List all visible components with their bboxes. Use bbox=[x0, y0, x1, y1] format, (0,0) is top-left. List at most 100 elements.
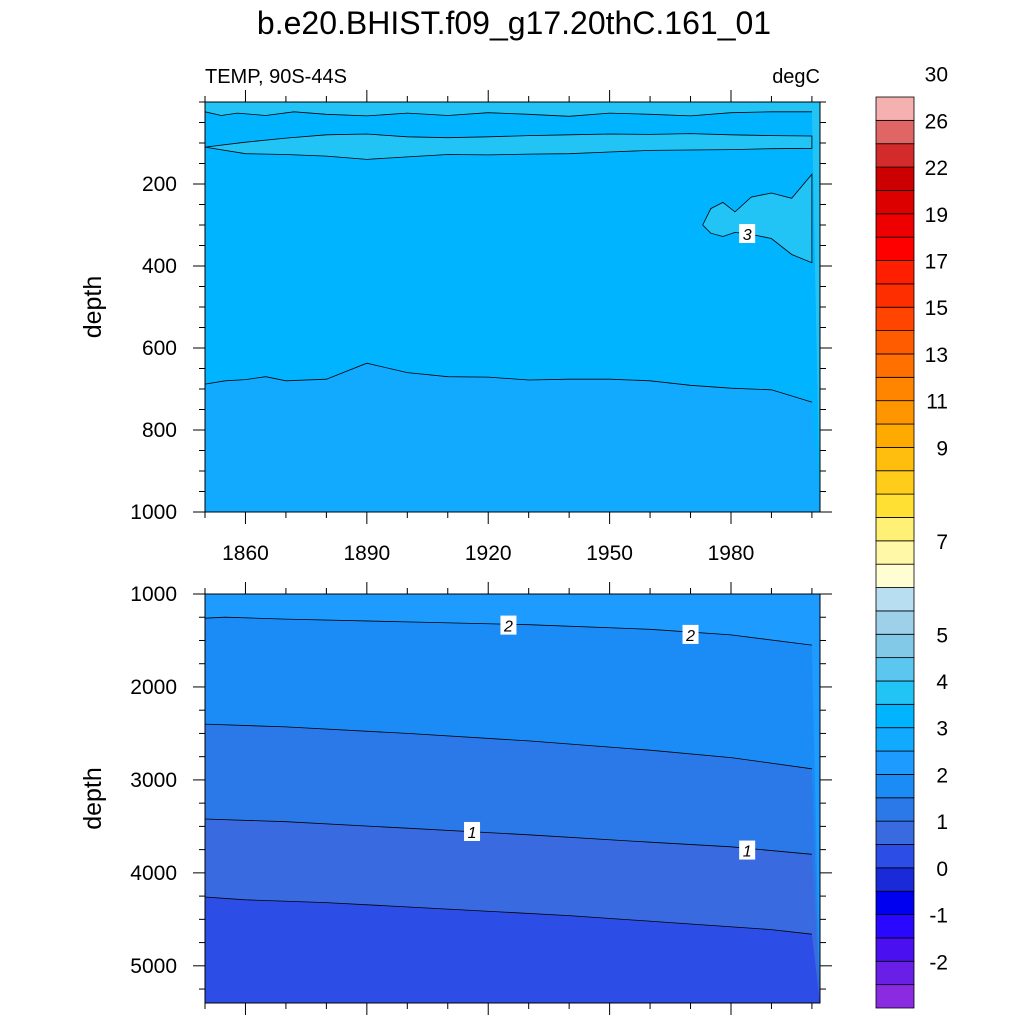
x-tick-label: 1860 bbox=[222, 542, 269, 565]
x-tick-label: 1980 bbox=[708, 542, 755, 565]
contour-label-box bbox=[739, 840, 756, 860]
colorbar-swatch bbox=[875, 960, 915, 986]
contour-label: 1 bbox=[743, 844, 752, 861]
colorbar-tick-label: 2 bbox=[936, 764, 948, 787]
colorbar-tick-label: 17 bbox=[925, 251, 948, 274]
y-tick-label: 1000 bbox=[130, 583, 177, 606]
colorbar-swatch bbox=[875, 937, 915, 962]
colorbar-tick-label: 11 bbox=[926, 391, 948, 414]
colorbar-swatch bbox=[875, 423, 915, 448]
colorbar-tick-label: 5 bbox=[936, 624, 948, 647]
colorbar-swatch bbox=[875, 867, 915, 892]
colorbar-tick-label: 0 bbox=[936, 858, 948, 881]
variable-label: TEMP, 90S-44S bbox=[205, 66, 347, 88]
x-tick-label: 1920 bbox=[465, 542, 512, 565]
colorbar-tick-label: 22 bbox=[925, 157, 948, 180]
colorbar-swatch bbox=[875, 470, 915, 495]
colorbar-swatch bbox=[875, 400, 915, 425]
y-tick-label: 800 bbox=[142, 419, 177, 442]
contour-line bbox=[204, 362, 813, 403]
colorbar-tick-label: 15 bbox=[925, 297, 948, 320]
colorbar-swatch bbox=[875, 119, 915, 145]
colorbar-tick-label: 1 bbox=[936, 811, 948, 834]
y-tick-label: 4000 bbox=[130, 862, 177, 885]
contour-line bbox=[204, 723, 812, 770]
colorbar-tick-label: 26 bbox=[925, 110, 948, 133]
upper-ylabel: depth bbox=[79, 276, 107, 339]
colorbar-swatch bbox=[875, 493, 915, 518]
colorbar-swatch bbox=[875, 306, 915, 331]
colorbar-tick-label: 30 bbox=[925, 64, 948, 87]
colorbar-tick-label: 4 bbox=[936, 671, 948, 694]
colorbar-swatch bbox=[875, 166, 915, 191]
colorbar: -2 -1 0 1 2 3 4 5 7 9 11 13 15 17 19 22 26 30 bbox=[875, 64, 948, 1009]
colorbar-tick-label: 7 bbox=[936, 531, 948, 554]
colorbar-swatch bbox=[875, 190, 915, 215]
contour-label-box bbox=[739, 224, 756, 244]
contour-line bbox=[204, 896, 812, 935]
contour-line bbox=[204, 616, 812, 646]
layer-fill bbox=[205, 897, 820, 1003]
contour-label-box bbox=[500, 615, 517, 635]
colorbar-swatch bbox=[875, 540, 915, 565]
colorbar-swatch bbox=[875, 610, 915, 635]
colorbar-swatch bbox=[875, 657, 915, 682]
colorbar-tick-label: 13 bbox=[925, 344, 948, 367]
colorbar-tick-label: 3 bbox=[936, 718, 948, 741]
y-tick-label: 3000 bbox=[130, 769, 177, 792]
colorbar-swatch bbox=[875, 517, 915, 542]
colorbar-swatch bbox=[875, 797, 915, 822]
colorbar-swatch bbox=[875, 750, 915, 775]
colorbar-swatch bbox=[875, 330, 915, 355]
contour-line bbox=[204, 111, 812, 117]
colorbar-tick-label: 19 bbox=[925, 204, 948, 227]
lower-panel: 2 2 1 1 1000 2000 3000 4000 5000 depth bbox=[79, 582, 832, 1015]
colorbar-tick-label: -2 bbox=[929, 951, 948, 974]
contour-label-box bbox=[682, 624, 699, 644]
colorbar-swatch bbox=[875, 446, 915, 472]
lower-ylabel: depth bbox=[79, 767, 107, 830]
colorbar-swatch bbox=[875, 890, 915, 915]
contour-label: 2 bbox=[685, 628, 695, 645]
colorbar-swatch bbox=[875, 680, 915, 705]
y-tick-label: 200 bbox=[142, 173, 177, 196]
deep-layer-fill bbox=[205, 363, 820, 512]
colorbar-swatch bbox=[875, 984, 915, 1009]
colorbar-swatch bbox=[875, 283, 915, 308]
x-tick-label: 1890 bbox=[343, 542, 390, 565]
colorbar-swatch bbox=[875, 820, 915, 845]
contour-label: 2 bbox=[503, 619, 513, 636]
y-tick-label: 1000 bbox=[130, 501, 177, 524]
colorbar-swatch bbox=[875, 236, 915, 261]
colorbar-swatch bbox=[875, 914, 915, 939]
upper-panel: 3 1860 1890 1920 1950 1980 200 400 600 800 1000 dep… bbox=[79, 90, 832, 565]
colorbar-swatch bbox=[875, 844, 915, 869]
colorbar-swatch bbox=[875, 587, 915, 612]
colorbar-tick-label: 9 bbox=[936, 437, 948, 460]
colorbar-swatch bbox=[875, 727, 915, 752]
x-tick-label: 1950 bbox=[586, 542, 633, 565]
colorbar-swatch bbox=[875, 703, 915, 729]
contour-label: 1 bbox=[468, 825, 477, 842]
y-tick-label: 600 bbox=[142, 337, 177, 360]
units-label: degC bbox=[772, 66, 820, 88]
y-tick-label: 5000 bbox=[130, 955, 177, 978]
colorbar-swatch bbox=[875, 376, 915, 402]
colorbar-swatch bbox=[875, 96, 915, 121]
y-tick-label: 2000 bbox=[130, 676, 177, 699]
lower-frame bbox=[204, 593, 821, 1004]
colorbar-swatch bbox=[875, 633, 915, 659]
contour-label: 3 bbox=[743, 227, 752, 244]
warm-patch-region bbox=[702, 173, 813, 264]
colorbar-swatch bbox=[875, 774, 915, 799]
chart-title: b.e20.BHIST.f09_g17.20thC.161_01 bbox=[257, 5, 771, 41]
colorbar-tick-label: -1 bbox=[929, 905, 948, 928]
contour-line bbox=[204, 818, 812, 855]
colorbar-swatch bbox=[875, 213, 915, 238]
colorbar-swatch bbox=[875, 260, 915, 285]
y-tick-label: 400 bbox=[142, 255, 177, 278]
colorbar-swatch bbox=[875, 563, 915, 588]
warm-band-region bbox=[204, 133, 813, 160]
colorbar-swatch bbox=[875, 143, 915, 168]
